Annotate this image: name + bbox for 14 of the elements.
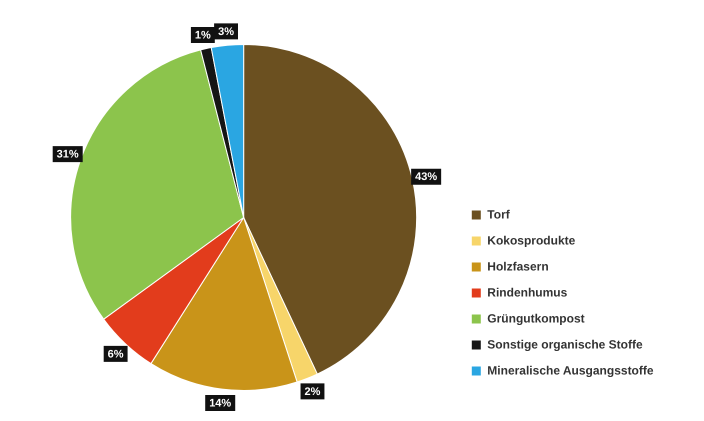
legend-label: Torf xyxy=(487,207,511,222)
legend-label: Sonstige organische Stoffe xyxy=(487,337,643,352)
legend-label: Kokosprodukte xyxy=(487,233,576,248)
data-label: 31% xyxy=(56,148,79,161)
data-label: 1% xyxy=(194,30,212,42)
data-label: 6% xyxy=(108,348,124,360)
legend-label: Grüngutkompost xyxy=(487,311,585,326)
data-label: 43% xyxy=(415,171,438,184)
legend-label: Rindenhumus xyxy=(487,285,568,300)
data-label: 3% xyxy=(218,26,234,38)
legend-label: Holzfasern xyxy=(487,259,549,274)
data-label: 2% xyxy=(304,386,321,398)
legend-label: Mineralische Ausgangsstoffe xyxy=(487,363,654,378)
data-label: 14% xyxy=(209,398,232,410)
